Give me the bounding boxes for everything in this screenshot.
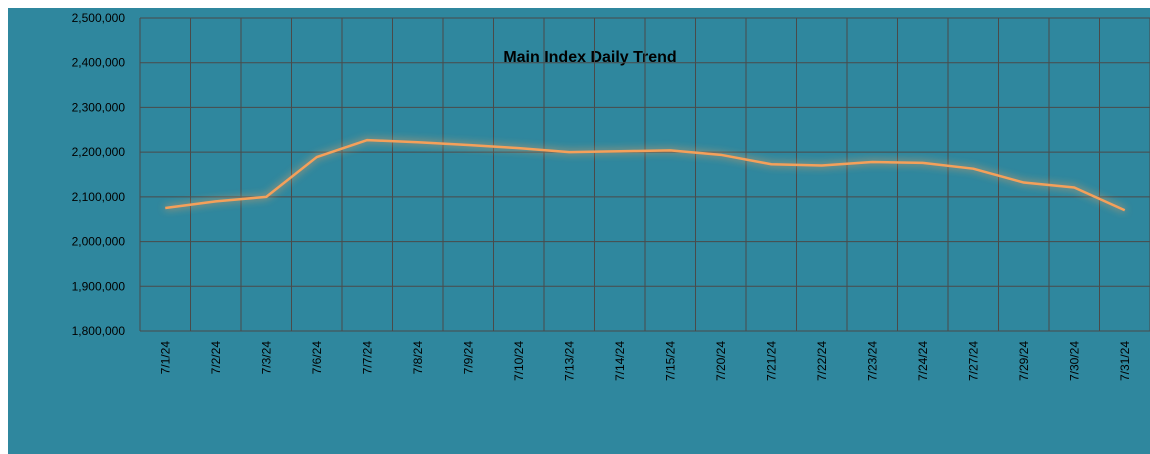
x-tick-label: 7/29/24	[1017, 341, 1031, 381]
line-series	[165, 138, 1126, 212]
x-tick-label: 7/20/24	[714, 341, 728, 381]
y-tick-label: 2,100,000	[72, 190, 126, 204]
x-tick-label: 7/6/24	[310, 341, 324, 375]
y-tick-label: 2,300,000	[72, 100, 126, 114]
y-tick-label: 1,900,000	[72, 279, 126, 293]
y-tick-label: 2,500,000	[72, 11, 126, 25]
y-tick-label: 2,000,000	[72, 235, 126, 249]
x-tick-label: 7/23/24	[865, 341, 879, 381]
x-tick-label: 7/15/24	[663, 341, 677, 381]
x-tick-label: 7/8/24	[411, 341, 425, 375]
x-tick-label: 7/1/24	[158, 341, 172, 375]
y-tick-label: 2,200,000	[72, 145, 126, 159]
chart-title: Main Index Daily Trend	[503, 49, 676, 66]
x-tick-label: 7/21/24	[764, 341, 778, 381]
y-tick-label: 2,400,000	[72, 56, 126, 70]
x-tick-label: 7/24/24	[916, 341, 930, 381]
x-tick-label: 7/13/24	[562, 341, 576, 381]
x-tick-label: 7/14/24	[613, 341, 627, 381]
x-tick-label: 7/27/24	[966, 341, 980, 381]
x-tick-label: 7/7/24	[360, 341, 374, 375]
x-tick-label: 7/2/24	[209, 341, 223, 375]
chart-background	[8, 8, 1150, 454]
x-tick-label: 7/31/24	[1118, 341, 1132, 381]
x-tick-label: 7/22/24	[815, 341, 829, 381]
y-tick-label: 1,800,000	[72, 324, 126, 338]
x-tick-label: 7/9/24	[461, 341, 475, 375]
x-tick-label: 7/10/24	[512, 341, 526, 381]
x-tick-label: 7/3/24	[259, 341, 273, 375]
x-tick-label: 7/30/24	[1067, 341, 1081, 381]
